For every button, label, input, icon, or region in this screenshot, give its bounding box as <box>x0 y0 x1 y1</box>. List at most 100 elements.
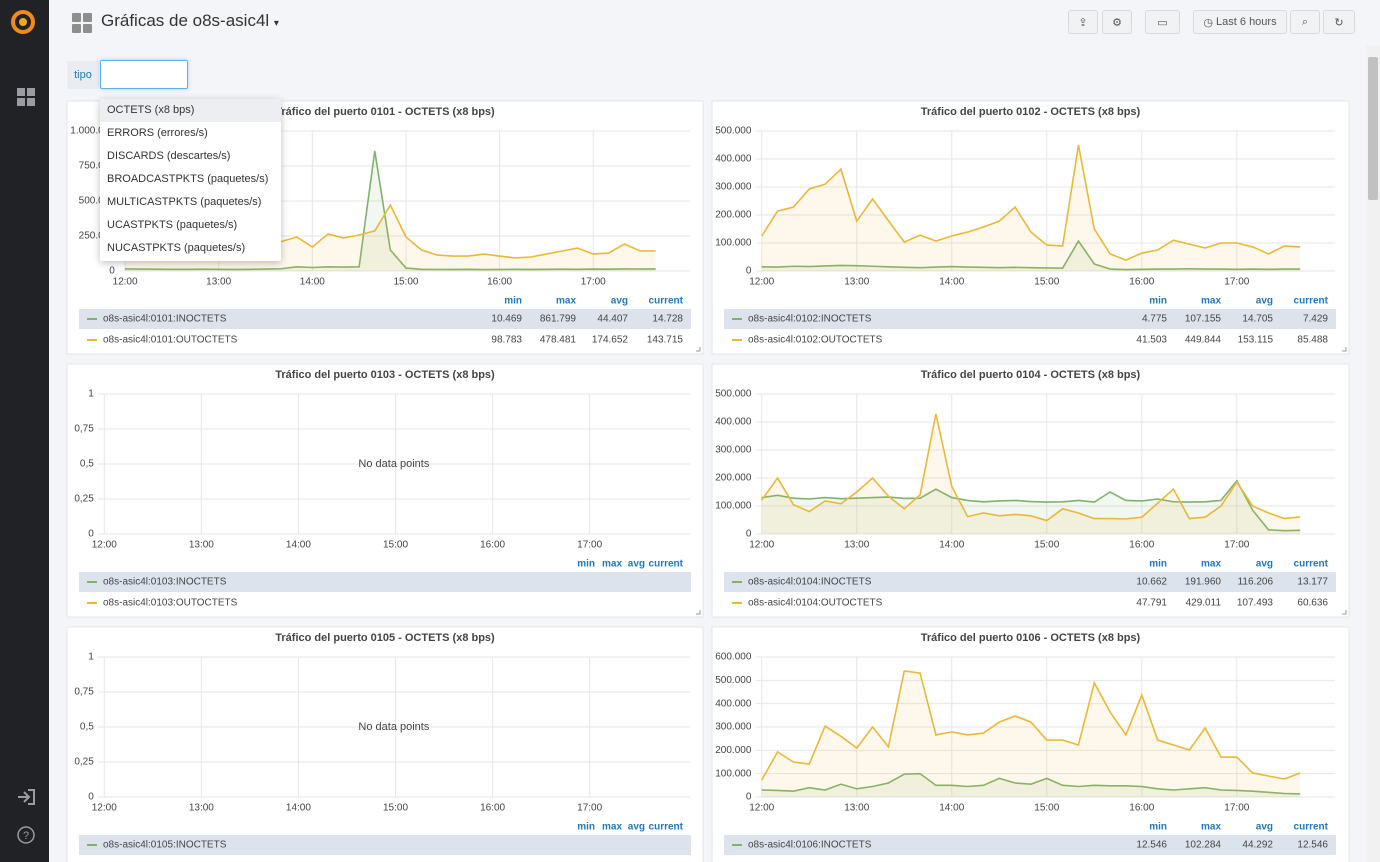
legend-column-header: max <box>1201 559 1221 570</box>
legend-value: 174.652 <box>592 335 629 346</box>
legend-column-header: avg <box>611 296 628 307</box>
refresh-button[interactable]: ↻ <box>1323 10 1355 34</box>
legend-column-header: min <box>577 559 595 570</box>
panel: Tráfico del puerto 0104 - OCTETS (x8 bps… <box>711 363 1350 618</box>
series-area <box>761 671 1301 797</box>
help-icon[interactable]: ? <box>17 826 35 844</box>
dashboard-title-text[interactable]: Gráficas de o8s-asic4l <box>101 11 270 30</box>
dropdown-option[interactable]: UCASTPKTS (paquetes/s) <box>107 219 238 231</box>
time-range[interactable]: Last 6 hours <box>1216 16 1277 28</box>
x-tick-label: 12:00 <box>749 277 774 288</box>
legend-value: 47.791 <box>1136 598 1167 609</box>
legend-row-bg <box>724 835 1336 855</box>
y-tick-label: 750.000 <box>79 161 116 172</box>
x-tick-label: 16:00 <box>480 803 505 814</box>
legend-value: 60.636 <box>1297 598 1328 609</box>
legend-label: o8s-asic4l:0103:OUTOCTETS <box>103 598 238 609</box>
x-tick-label: 16:00 <box>1129 540 1154 551</box>
y-tick-label: 300.000 <box>715 182 752 193</box>
series-line <box>761 772 1301 795</box>
y-tick-label: 0 <box>88 529 94 540</box>
panel-title: Tráfico del puerto 0105 - OCTETS (x8 bps… <box>275 632 495 644</box>
y-tick-label: 200.000 <box>715 473 752 484</box>
x-tick-label: 15:00 <box>1034 803 1059 814</box>
y-tick-label: 0,75 <box>74 687 94 698</box>
sign-in-icon[interactable] <box>18 789 35 805</box>
legend-value: 102.284 <box>1185 840 1222 851</box>
legend-value: 107.493 <box>1237 598 1274 609</box>
dropdown-option[interactable]: MULTICASTPKTS (paquetes/s) <box>107 196 262 208</box>
legend-value: 861.799 <box>540 314 577 325</box>
y-tick-label: 0 <box>746 529 752 540</box>
logo[interactable] <box>11 10 35 34</box>
panel-frame <box>66 626 704 862</box>
series-line <box>761 239 1301 271</box>
legend-column-header: current <box>1294 822 1329 833</box>
series-line <box>761 670 1301 781</box>
y-tick-label: 300.000 <box>715 722 752 733</box>
legend-column-header: avg <box>1256 559 1273 570</box>
legend-label: o8s-asic4l:0103:INOCTETS <box>103 577 227 588</box>
legend-column-header: min <box>504 296 522 307</box>
panel-title: Tráfico del puerto 0102 - OCTETS (x8 bps… <box>921 106 1141 118</box>
x-tick-label: 15:00 <box>393 277 418 288</box>
series-area <box>761 480 1301 534</box>
scroll-thumb[interactable] <box>1368 57 1378 200</box>
variable-input[interactable] <box>100 60 188 89</box>
time-picker[interactable]: ◷ Last 6 hours <box>1193 10 1287 34</box>
zoom-button[interactable]: ⌕ <box>1290 10 1320 34</box>
scrollbar[interactable] <box>1366 45 1380 862</box>
legend-value: 191.960 <box>1185 577 1222 588</box>
dropdown-option[interactable]: OCTETS (x8 bps) <box>100 99 281 122</box>
legend-label: o8s-asic4l:0102:OUTOCTETS <box>748 335 883 346</box>
dropdown-option[interactable]: DISCARDS (descartes/s) <box>107 150 231 162</box>
no-data: No data points <box>358 721 429 733</box>
sidebar-icons: ? <box>11 10 35 844</box>
legend-value: 4.775 <box>1142 314 1167 325</box>
y-tick-label: 100.000 <box>715 238 752 249</box>
settings-button[interactable]: ⚙ <box>1102 10 1132 34</box>
panel: Tráfico del puerto 0105 - OCTETS (x8 bps… <box>66 626 704 862</box>
legend-label: o8s-asic4l:0104:OUTOCTETS <box>748 598 883 609</box>
dropdown-option[interactable]: ERRORS (errores/s) <box>107 127 208 139</box>
x-tick-label: 17:00 <box>577 803 602 814</box>
panel: Tráfico del puerto 0103 - OCTETS (x8 bps… <box>66 363 704 618</box>
x-tick-label: 17:00 <box>1224 277 1249 288</box>
series-line <box>125 150 656 271</box>
panel: Tráfico del puerto 0102 - OCTETS (x8 bps… <box>711 100 1350 355</box>
caret: ▾ <box>273 18 279 29</box>
y-tick-label: 0,25 <box>74 494 94 505</box>
series-area <box>761 241 1301 271</box>
legend-column-header: max <box>1201 822 1221 833</box>
series-line <box>761 413 1301 522</box>
y-tick-label: 400.000 <box>715 417 752 428</box>
legend-value: 116.206 <box>1238 577 1274 588</box>
x-tick-label: 14:00 <box>939 540 964 551</box>
no-data: No data points <box>358 458 429 470</box>
y-tick-label: 250.000 <box>79 231 116 242</box>
sidebar: ? <box>0 0 49 862</box>
legend-column-header: max <box>1201 296 1221 307</box>
y-tick-label: 100.000 <box>715 501 752 512</box>
series-area <box>761 145 1301 271</box>
y-tick-label: 0 <box>746 266 752 277</box>
x-tick-label: 16:00 <box>480 540 505 551</box>
legend-row-bg <box>724 572 1336 592</box>
y-tick-label: 0 <box>88 792 94 803</box>
share-button[interactable]: ⇪ <box>1068 10 1098 34</box>
dropdown-option[interactable]: BROADCASTPKTS (paquetes/s) <box>107 173 269 185</box>
x-tick-label: 17:00 <box>1224 803 1249 814</box>
legend-row-bg <box>79 835 691 855</box>
legend-value: 44.292 <box>1242 840 1273 851</box>
dropdown-option[interactable]: NUCASTPKTS (paquetes/s) <box>107 242 246 254</box>
variable-dropdown: OCTETS (x8 bps) ERRORS (errores/s) DISCARD… <box>100 99 281 261</box>
resize-handle <box>1342 610 1347 615</box>
dashboards-icon[interactable] <box>17 88 35 106</box>
legend-row-bg <box>79 309 691 329</box>
tv-button[interactable]: ▭ <box>1145 10 1180 34</box>
dashboard-title[interactable]: Gráficas de o8s-asic4l ▾ <box>101 11 279 31</box>
legend-value: 449.844 <box>1185 335 1222 346</box>
resize-handle <box>696 610 701 615</box>
legend-label: o8s-asic4l:0101:INOCTETS <box>103 314 227 325</box>
